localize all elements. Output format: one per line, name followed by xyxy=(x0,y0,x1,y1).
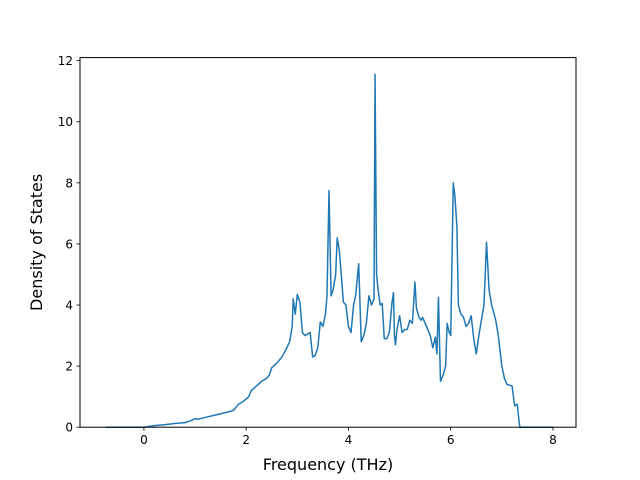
y-axis: 0 2 4 6 8 10 12 xyxy=(58,54,80,435)
x-tick-label: 0 xyxy=(140,433,148,447)
x-tick-label: 6 xyxy=(447,433,455,447)
x-tick-label: 8 xyxy=(549,433,557,447)
plot-frame xyxy=(79,57,577,428)
x-tick-label: 2 xyxy=(242,433,250,447)
x-axis-label: Frequency (THz) xyxy=(263,455,393,474)
series-layer xyxy=(105,73,553,428)
y-tick-label: 4 xyxy=(65,299,73,313)
y-axis-label: Density of States xyxy=(27,174,46,311)
x-tick-label: 4 xyxy=(345,433,353,447)
y-tick-label: 8 xyxy=(65,176,73,190)
y-tick-label: 2 xyxy=(65,360,73,374)
y-tick-label: 10 xyxy=(58,115,73,129)
y-tick-label: 6 xyxy=(65,237,73,251)
x-axis: 0 2 4 6 8 xyxy=(140,427,557,447)
dos-series-line xyxy=(105,73,553,428)
y-tick-label: 0 xyxy=(65,421,73,435)
y-tick-label: 12 xyxy=(58,54,73,68)
